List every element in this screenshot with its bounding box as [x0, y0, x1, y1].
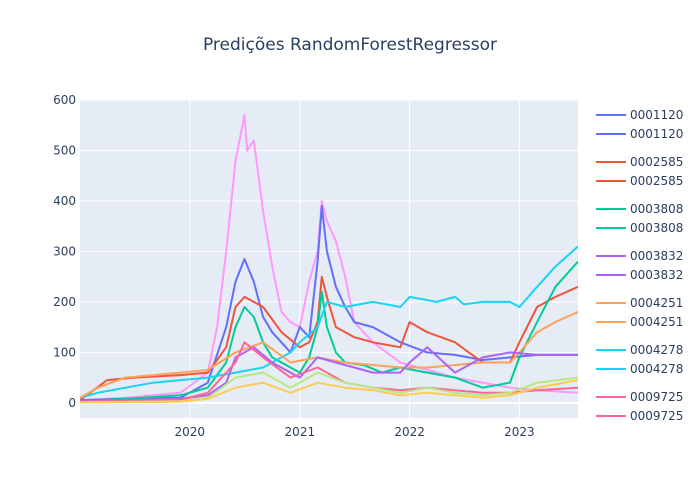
legend-label: 0003832	[630, 249, 683, 263]
legend-label: 0002585	[630, 174, 683, 188]
legend-label: 0003832	[630, 268, 683, 282]
legend-label: 0002585	[630, 155, 683, 169]
series-line	[80, 371, 578, 404]
legend-item[interactable]: 0004251	[596, 315, 683, 329]
series-line	[80, 379, 578, 404]
y-axis-tick-labels: 0 100 200 300 400 500 600	[53, 93, 76, 410]
x-tick-label: 2021	[285, 425, 316, 439]
x-tick-label: 2022	[394, 425, 425, 439]
legend-item[interactable]: 0004278	[596, 343, 683, 357]
series-lines	[80, 114, 578, 404]
y-tick-label: 500	[53, 143, 76, 157]
legend-label: 0009725	[630, 390, 683, 404]
legend-item[interactable]: 0003832	[596, 249, 683, 263]
y-tick-label: 0	[68, 396, 76, 410]
legend-label: 0004278	[630, 362, 683, 376]
legend-item[interactable]: 0003808	[596, 202, 683, 216]
legend-label: 0004278	[630, 343, 683, 357]
series-line	[80, 205, 578, 402]
y-tick-label: 200	[53, 295, 76, 309]
y-tick-label: 400	[53, 194, 76, 208]
series-line	[80, 245, 578, 399]
legend-item[interactable]: 0009725	[596, 390, 683, 404]
series-line	[80, 311, 578, 399]
legend-label: 0004251	[630, 315, 683, 329]
x-axis-tick-labels: 2020 2021 2022 2023	[174, 425, 534, 439]
legend[interactable]: 0001120 0001120 0002585 0002585 0003808 00038…	[596, 108, 683, 423]
legend-item[interactable]: 0002585	[596, 155, 683, 169]
series-line	[80, 341, 578, 403]
legend-item[interactable]: 0003832	[596, 268, 683, 282]
legend-label: 0003808	[630, 221, 683, 235]
legend-item[interactable]: 0009725	[596, 409, 683, 423]
x-tick-label: 2020	[174, 425, 205, 439]
legend-label: 0004251	[630, 296, 683, 310]
legend-label: 0001120	[630, 127, 683, 141]
legend-label: 0001120	[630, 108, 683, 122]
legend-item[interactable]: 0004251	[596, 296, 683, 310]
chart-title: Predições RandomForestRegressor	[203, 35, 497, 55]
y-tick-label: 600	[53, 93, 76, 107]
y-tick-label: 300	[53, 244, 76, 258]
legend-item[interactable]: 0002585	[596, 174, 683, 188]
legend-label: 0009725	[630, 409, 683, 423]
series-line	[80, 260, 578, 403]
y-tick-label: 100	[53, 345, 76, 359]
legend-item[interactable]: 0001120	[596, 127, 683, 141]
legend-item[interactable]: 0004278	[596, 362, 683, 376]
legend-item[interactable]: 0001120	[596, 108, 683, 122]
series-line	[80, 346, 578, 403]
x-tick-label: 2023	[504, 425, 535, 439]
legend-label: 0003808	[630, 202, 683, 216]
series-line	[80, 114, 578, 402]
legend-item[interactable]: 0003808	[596, 221, 683, 235]
